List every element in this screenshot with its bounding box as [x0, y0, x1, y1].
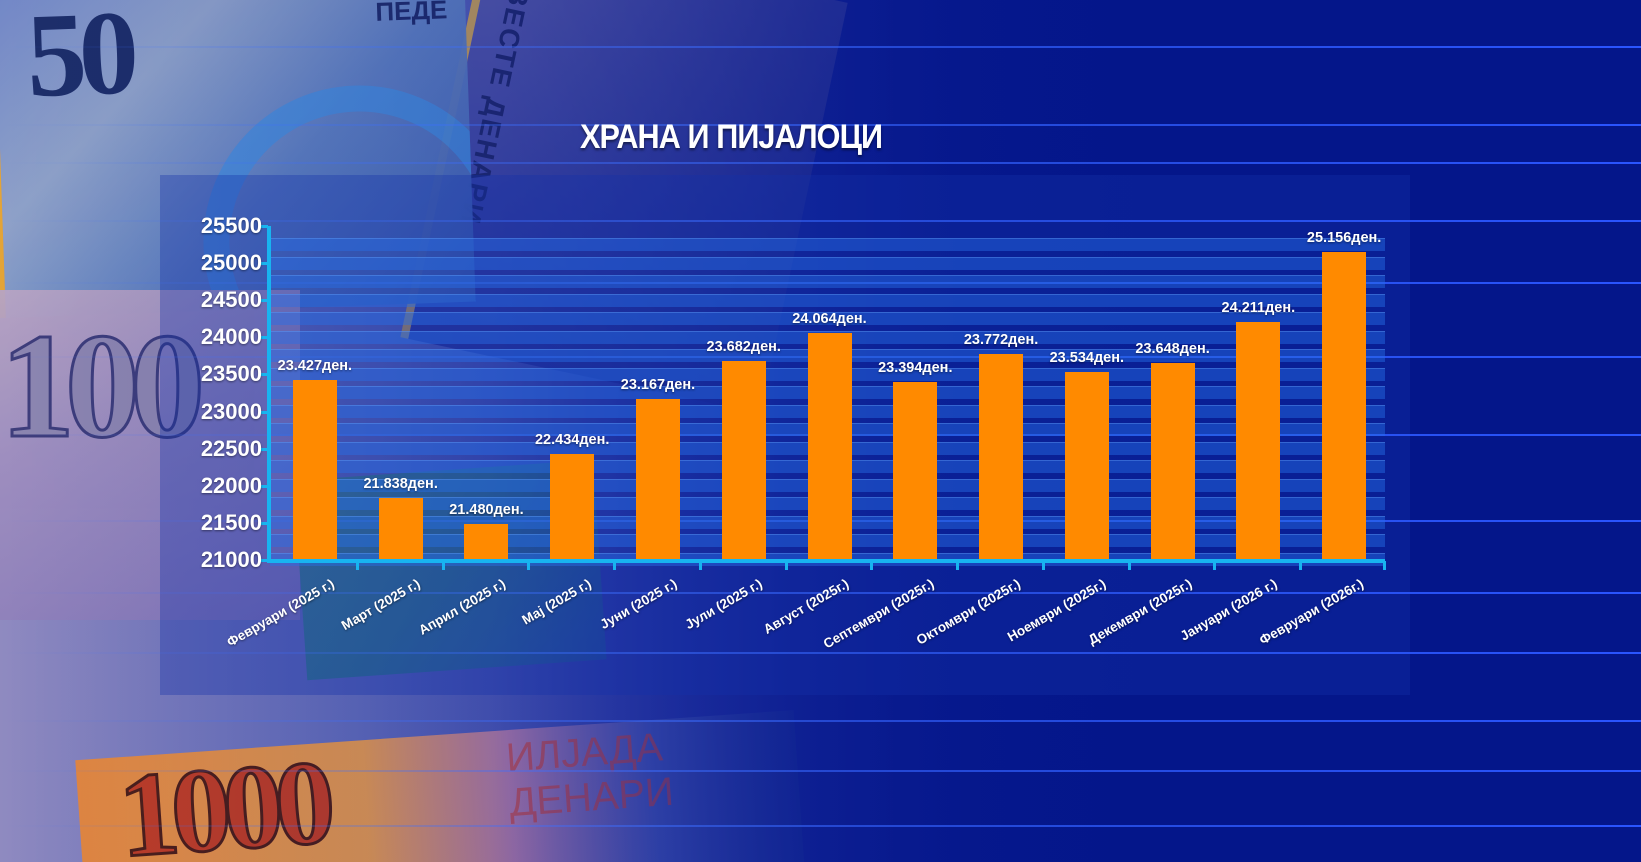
- bar-value-label: 23.648ден.: [1135, 341, 1210, 358]
- bar-value-label: 23.772ден.: [963, 332, 1039, 349]
- y-tick-label: 21500: [200, 509, 262, 535]
- y-tick: [259, 521, 268, 525]
- x-tick: [784, 561, 788, 570]
- x-tick: [613, 561, 617, 570]
- bar: [1322, 251, 1367, 560]
- decorative-line: [0, 220, 1641, 222]
- decorative-line: [0, 770, 1641, 772]
- bar-value-label: 23.394ден.: [878, 360, 953, 377]
- bar: [807, 332, 852, 560]
- x-tick: [1299, 561, 1303, 570]
- bar: [979, 354, 1024, 560]
- decorative-line: [0, 652, 1641, 654]
- bar-value-label: 24.064ден.: [792, 310, 867, 327]
- bar: [464, 524, 509, 560]
- bar: [1236, 321, 1281, 560]
- y-tick-label: 24000: [200, 324, 262, 350]
- x-tick: [870, 561, 874, 570]
- y-tick: [259, 410, 268, 414]
- y-tick: [259, 299, 268, 303]
- y-tick: [259, 559, 268, 562]
- y-tick-label: 23500: [200, 361, 262, 387]
- grid-stripe: [270, 312, 1385, 325]
- decorative-line: [0, 162, 1641, 164]
- bar: [550, 453, 595, 560]
- y-tick-label: 23000: [200, 398, 262, 424]
- bar-value-label: 23.534ден.: [1049, 349, 1124, 366]
- grid-stripe: [270, 293, 1385, 307]
- y-tick-label: 25500: [200, 213, 262, 238]
- y-tick: [259, 336, 268, 340]
- bar-value-label: 24.211ден.: [1221, 299, 1296, 316]
- y-tick-label: 24500: [200, 287, 262, 313]
- y-tick: [259, 225, 268, 228]
- bar-value-label: 23.167ден.: [620, 377, 696, 394]
- x-tick: [1127, 561, 1131, 570]
- x-tick: [956, 561, 960, 570]
- bar: [721, 360, 766, 560]
- bar-value-label: 23.427ден.: [277, 357, 353, 374]
- bar: [1064, 371, 1109, 560]
- decorative-line: [0, 592, 1641, 594]
- decorative-line: [0, 282, 1641, 284]
- y-tick: [259, 484, 268, 488]
- bar: [292, 379, 337, 560]
- y-tick: [259, 262, 268, 266]
- x-axis: [267, 559, 1385, 563]
- y-tick-label: 21000: [200, 547, 262, 572]
- bar-value-label: 21.480ден.: [449, 502, 524, 519]
- y-axis: [267, 226, 271, 563]
- chart-title: ХРАНА И ПИЈАЛОЦИ: [580, 118, 883, 156]
- bar: [893, 382, 938, 560]
- y-tick-label: 22500: [200, 435, 262, 461]
- y-tick-label: 22000: [200, 472, 262, 498]
- x-tick: [527, 561, 531, 570]
- bar: [1150, 363, 1195, 560]
- bar: [378, 497, 423, 560]
- x-tick: [355, 561, 359, 570]
- bar-value-label: 21.838ден.: [363, 475, 438, 492]
- bar-value-label: 22.434ден.: [534, 431, 610, 448]
- x-tick: [1041, 561, 1045, 570]
- decorative-line: [0, 46, 1641, 48]
- grid-stripe: [270, 238, 1385, 251]
- y-tick-label: 25000: [200, 250, 262, 276]
- bar: [635, 399, 680, 560]
- x-tick: [1213, 561, 1217, 570]
- x-tick: [1383, 561, 1386, 570]
- decorative-line: [0, 825, 1641, 827]
- x-tick: [441, 561, 445, 570]
- grid-stripe: [270, 256, 1385, 270]
- y-tick: [259, 373, 268, 377]
- bar-value-label: 25.156ден.: [1306, 229, 1382, 246]
- decorative-line: [0, 720, 1641, 722]
- bar-chart: 23.427ден. 21.838ден. 21.480ден. 22.434ден.…: [201, 215, 1386, 651]
- decorative-line: [0, 124, 1641, 126]
- x-tick: [698, 561, 702, 570]
- grid-stripe: [270, 275, 1385, 288]
- bar-value-label: 23.682ден.: [706, 338, 781, 355]
- y-tick: [259, 447, 268, 451]
